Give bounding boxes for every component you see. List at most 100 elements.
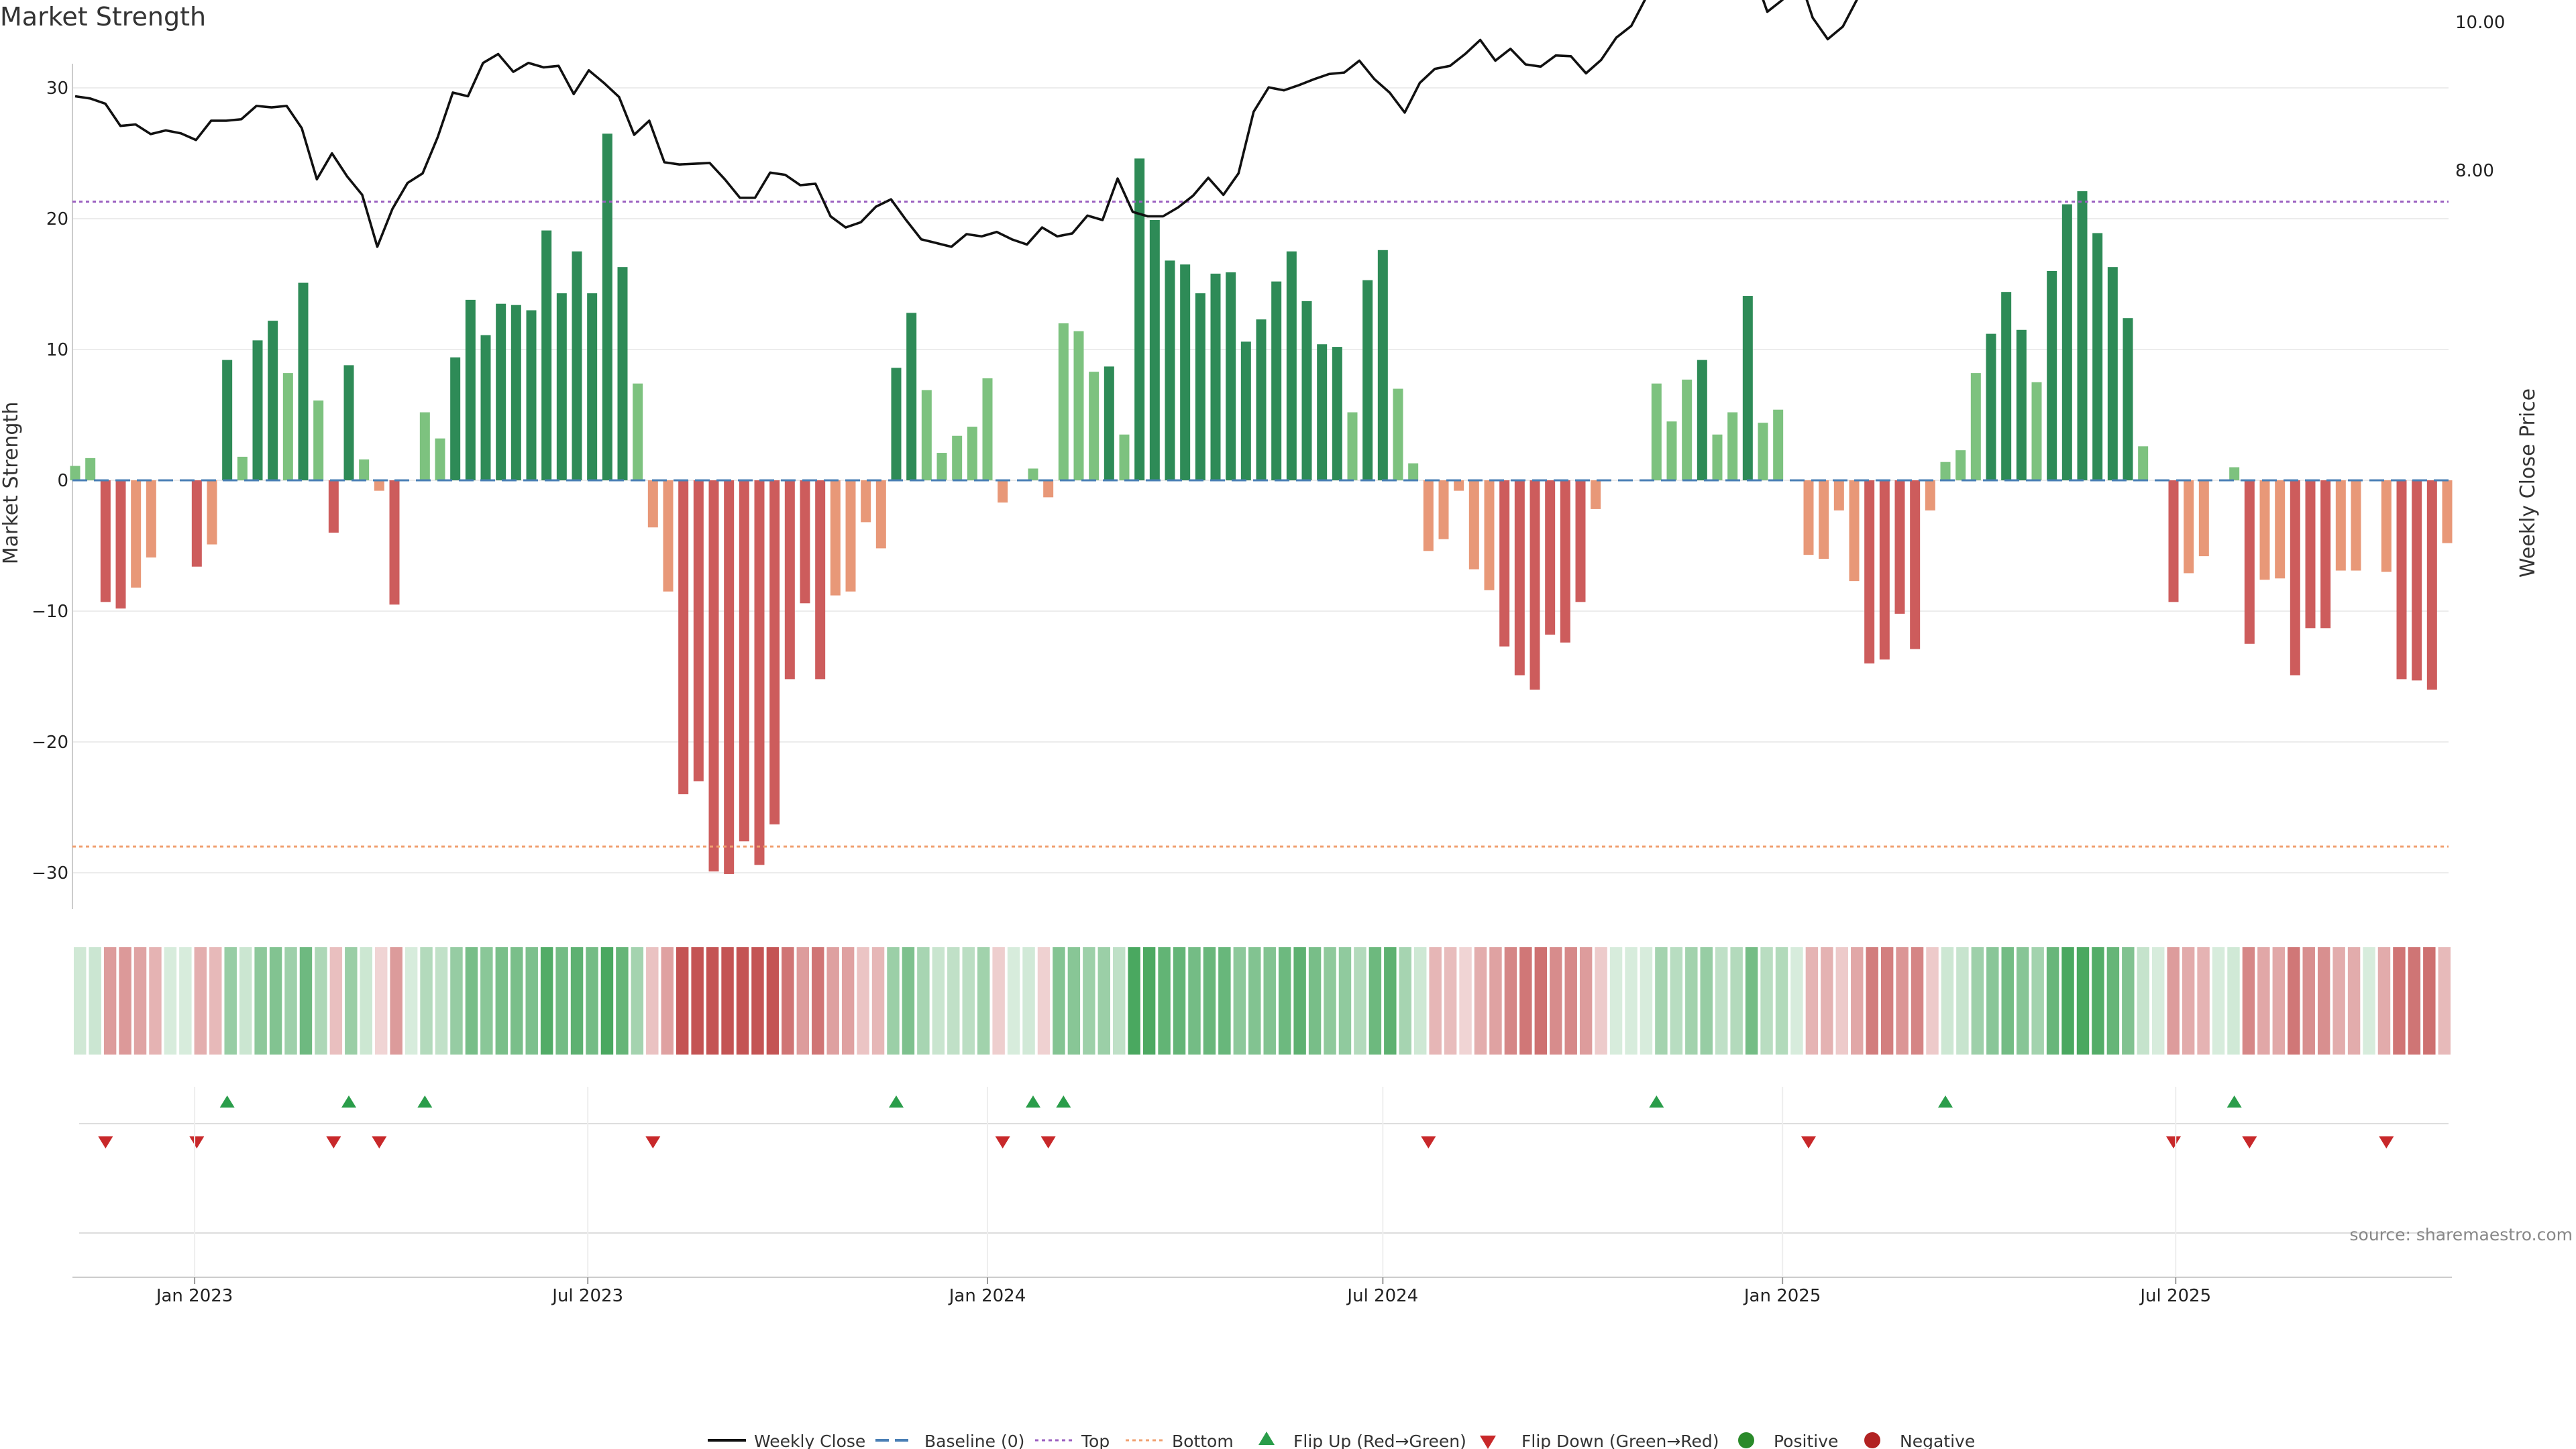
strength-bar — [2077, 191, 2088, 480]
heat-cell — [269, 947, 282, 1055]
time-tick-label: Jul 2023 — [551, 1286, 623, 1306]
strength-bar — [678, 480, 689, 794]
strength-bar — [2396, 480, 2407, 680]
flip-up-marker — [1026, 1095, 1040, 1108]
strength-bar — [2138, 446, 2149, 480]
heat-cell — [586, 947, 598, 1055]
flip-markers-panel — [79, 1095, 2449, 1234]
heat-cell — [782, 947, 794, 1055]
strength-bar — [1819, 480, 1829, 559]
heat-cell — [1941, 947, 1954, 1055]
heat-cell — [495, 947, 508, 1055]
time-tick-label: Jul 2025 — [2139, 1286, 2211, 1306]
strength-bar — [435, 438, 445, 480]
left-axis-label: Market Strength — [0, 402, 23, 564]
heat-cell — [1579, 947, 1593, 1055]
strength-bar — [1773, 409, 1784, 480]
strength-bar — [328, 480, 339, 533]
heat-cell — [164, 947, 177, 1055]
heat-cell — [1805, 947, 1819, 1055]
heat-cell — [691, 947, 704, 1055]
strength-bar — [663, 480, 674, 592]
strength-bar — [861, 480, 871, 523]
strength-bar — [1195, 293, 1205, 480]
heat-cell — [1097, 947, 1111, 1055]
heat-cell — [2347, 947, 2361, 1055]
heat-cell — [1113, 947, 1126, 1055]
heat-cell — [1700, 947, 1713, 1055]
heat-cell — [1188, 947, 1201, 1055]
right-tick-label: 8.00 — [2455, 161, 2494, 181]
strength-bar — [1408, 463, 1419, 480]
strength-bar — [419, 412, 430, 480]
strength-bar — [1833, 480, 1844, 511]
heat-cell — [631, 947, 644, 1055]
heat-cell — [555, 947, 568, 1055]
strength-bar — [2290, 480, 2300, 676]
strength-bar — [617, 267, 628, 480]
heat-cell — [450, 947, 463, 1055]
strength-bar — [389, 480, 400, 605]
strength-bar — [2047, 271, 2057, 480]
heat-cell — [1218, 947, 1231, 1055]
heat-cell — [2016, 947, 2029, 1055]
heat-cell — [1489, 947, 1502, 1055]
strength-bar — [2320, 480, 2331, 629]
strength-bar — [754, 480, 765, 865]
heat-cell — [224, 947, 237, 1055]
strength-bar — [1925, 480, 1935, 511]
heat-cell — [2092, 947, 2104, 1055]
heat-cell — [2182, 947, 2195, 1055]
strength-bar — [1226, 272, 1236, 480]
left-tick-label: −30 — [32, 863, 68, 883]
time-axis: Jan 2023 Jul 2023 Jan 2024 Jul 2024 Jan 2025… — [72, 1087, 2452, 1306]
heat-cell — [917, 947, 930, 1055]
heat-cell — [1368, 947, 1382, 1055]
strength-bars — [70, 133, 2453, 874]
heat-cell — [2377, 947, 2391, 1055]
heat-cell — [2152, 947, 2165, 1055]
heat-cell — [1685, 947, 1698, 1055]
strength-bar — [602, 133, 612, 480]
left-tick-label: −20 — [32, 733, 68, 753]
right-tick-label: 10.00 — [2455, 13, 2505, 33]
strength-bar — [1712, 434, 1723, 480]
strength-bar — [800, 480, 810, 604]
heat-cell — [600, 947, 614, 1055]
heat-cell — [1308, 947, 1322, 1055]
strength-bar — [1454, 480, 1464, 491]
strength-bar — [1575, 480, 1586, 602]
heat-cell — [1926, 947, 1939, 1055]
strength-bar — [1499, 480, 1510, 647]
chart-title: Market Strength — [0, 2, 206, 32]
heat-cell — [1278, 947, 1291, 1055]
strength-bar — [2107, 267, 2118, 480]
strength-bar — [1286, 251, 1297, 480]
heat-cell — [2332, 947, 2345, 1055]
heat-cell — [1655, 947, 1668, 1055]
strength-bar — [2061, 204, 2072, 480]
strength-bar — [1970, 373, 1981, 480]
strength-bar — [268, 321, 278, 480]
strength-bar — [1940, 462, 1951, 480]
strength-bar — [2001, 292, 2012, 480]
heat-cell — [1263, 947, 1276, 1055]
strength-bar — [1043, 480, 1054, 498]
heat-cell — [1504, 947, 1517, 1055]
heat-cell — [1413, 947, 1427, 1055]
heat-cell — [194, 947, 207, 1055]
heat-cell — [239, 947, 252, 1055]
strength-bar — [1682, 379, 1693, 480]
strength-bar — [1955, 450, 1966, 480]
strength-bar — [1894, 480, 1905, 614]
heat-cell — [2302, 947, 2315, 1055]
reference-lines — [72, 201, 2449, 848]
strength-bar — [2412, 480, 2422, 681]
strength-bar — [906, 313, 917, 480]
strength-bar — [2351, 480, 2361, 571]
strength-bar — [1423, 480, 1434, 551]
strength-bar — [815, 480, 826, 680]
strength-bar — [1438, 480, 1449, 539]
heat-cell — [1248, 947, 1261, 1055]
strength-bar — [967, 427, 977, 480]
